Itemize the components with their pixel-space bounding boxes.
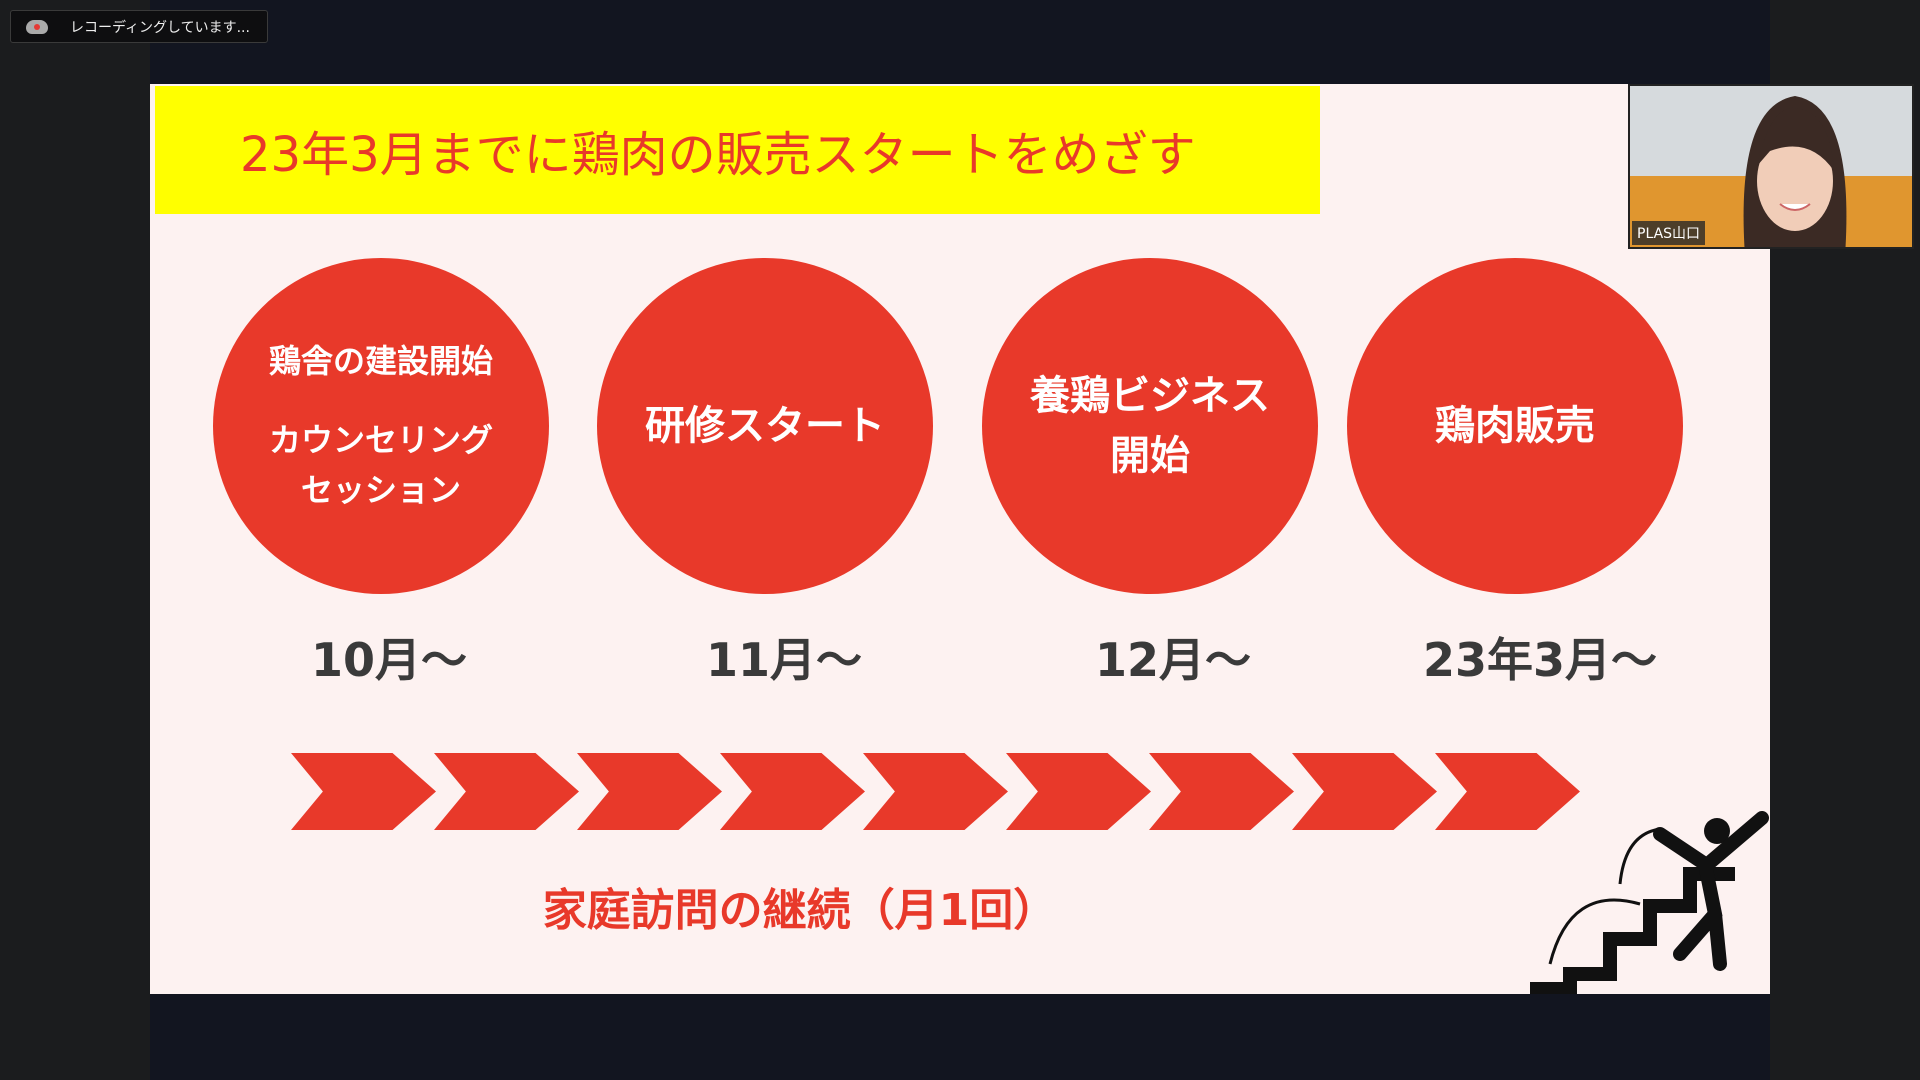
slide-title: 23年3月までに鶏肉の販売スタートをめざす: [240, 127, 1196, 183]
footer-label: 家庭訪問の継続（月1回）: [542, 885, 1058, 936]
chevron-arrow: [863, 753, 1008, 830]
footer-text: 家庭訪問の継続（月1回）: [150, 874, 1750, 938]
participant-name: PLAS山口: [1632, 221, 1706, 245]
chevron-arrow: [1292, 753, 1437, 830]
step-text: 養鶏ビジネス: [1030, 373, 1270, 419]
participant-avatar: [1743, 96, 1847, 247]
month-label: 10月〜: [310, 633, 467, 687]
step-circle-4: 鶏肉販売: [1347, 258, 1683, 594]
chevron-arrow: [1149, 753, 1294, 830]
month-label: 23年3月〜: [1422, 633, 1658, 687]
shared-slide: 23年3月までに鶏肉の販売スタートをめざす 鶏舎の建設開始 カウンセリング セッ…: [150, 84, 1770, 994]
chevron-arrow: [720, 753, 865, 830]
chevron-arrow: [434, 753, 579, 830]
chevron-arrow: [577, 753, 722, 830]
title-banner: 23年3月までに鶏肉の販売スタートをめざす: [155, 86, 1320, 214]
cloud-record-icon: [26, 19, 48, 34]
step-text: セッション: [300, 470, 461, 509]
participant-video[interactable]: PLAS山口: [1628, 84, 1914, 249]
step-text: 鶏肉販売: [1435, 403, 1595, 449]
recording-label: レコーディングしています...: [70, 19, 250, 36]
chevron-arrow: [291, 753, 436, 830]
step-circle-3: 養鶏ビジネス 開始: [982, 258, 1318, 594]
step-text: カウンセリング: [268, 421, 493, 460]
month-label: 12月〜: [1094, 633, 1251, 687]
step-text: 開始: [1110, 433, 1190, 479]
chevron-arrow: [1006, 753, 1151, 830]
step-circle-1: 鶏舎の建設開始 カウンセリング セッション: [213, 258, 549, 594]
stairs-person-icon: [1530, 811, 1769, 994]
step-circle-2: 研修スタート: [597, 258, 933, 594]
step-text: 研修スタート: [645, 403, 885, 449]
step-text: 鶏舎の建設開始: [268, 341, 493, 380]
recording-indicator[interactable]: レコーディングしています...: [10, 10, 268, 43]
month-label: 11月〜: [705, 633, 862, 687]
